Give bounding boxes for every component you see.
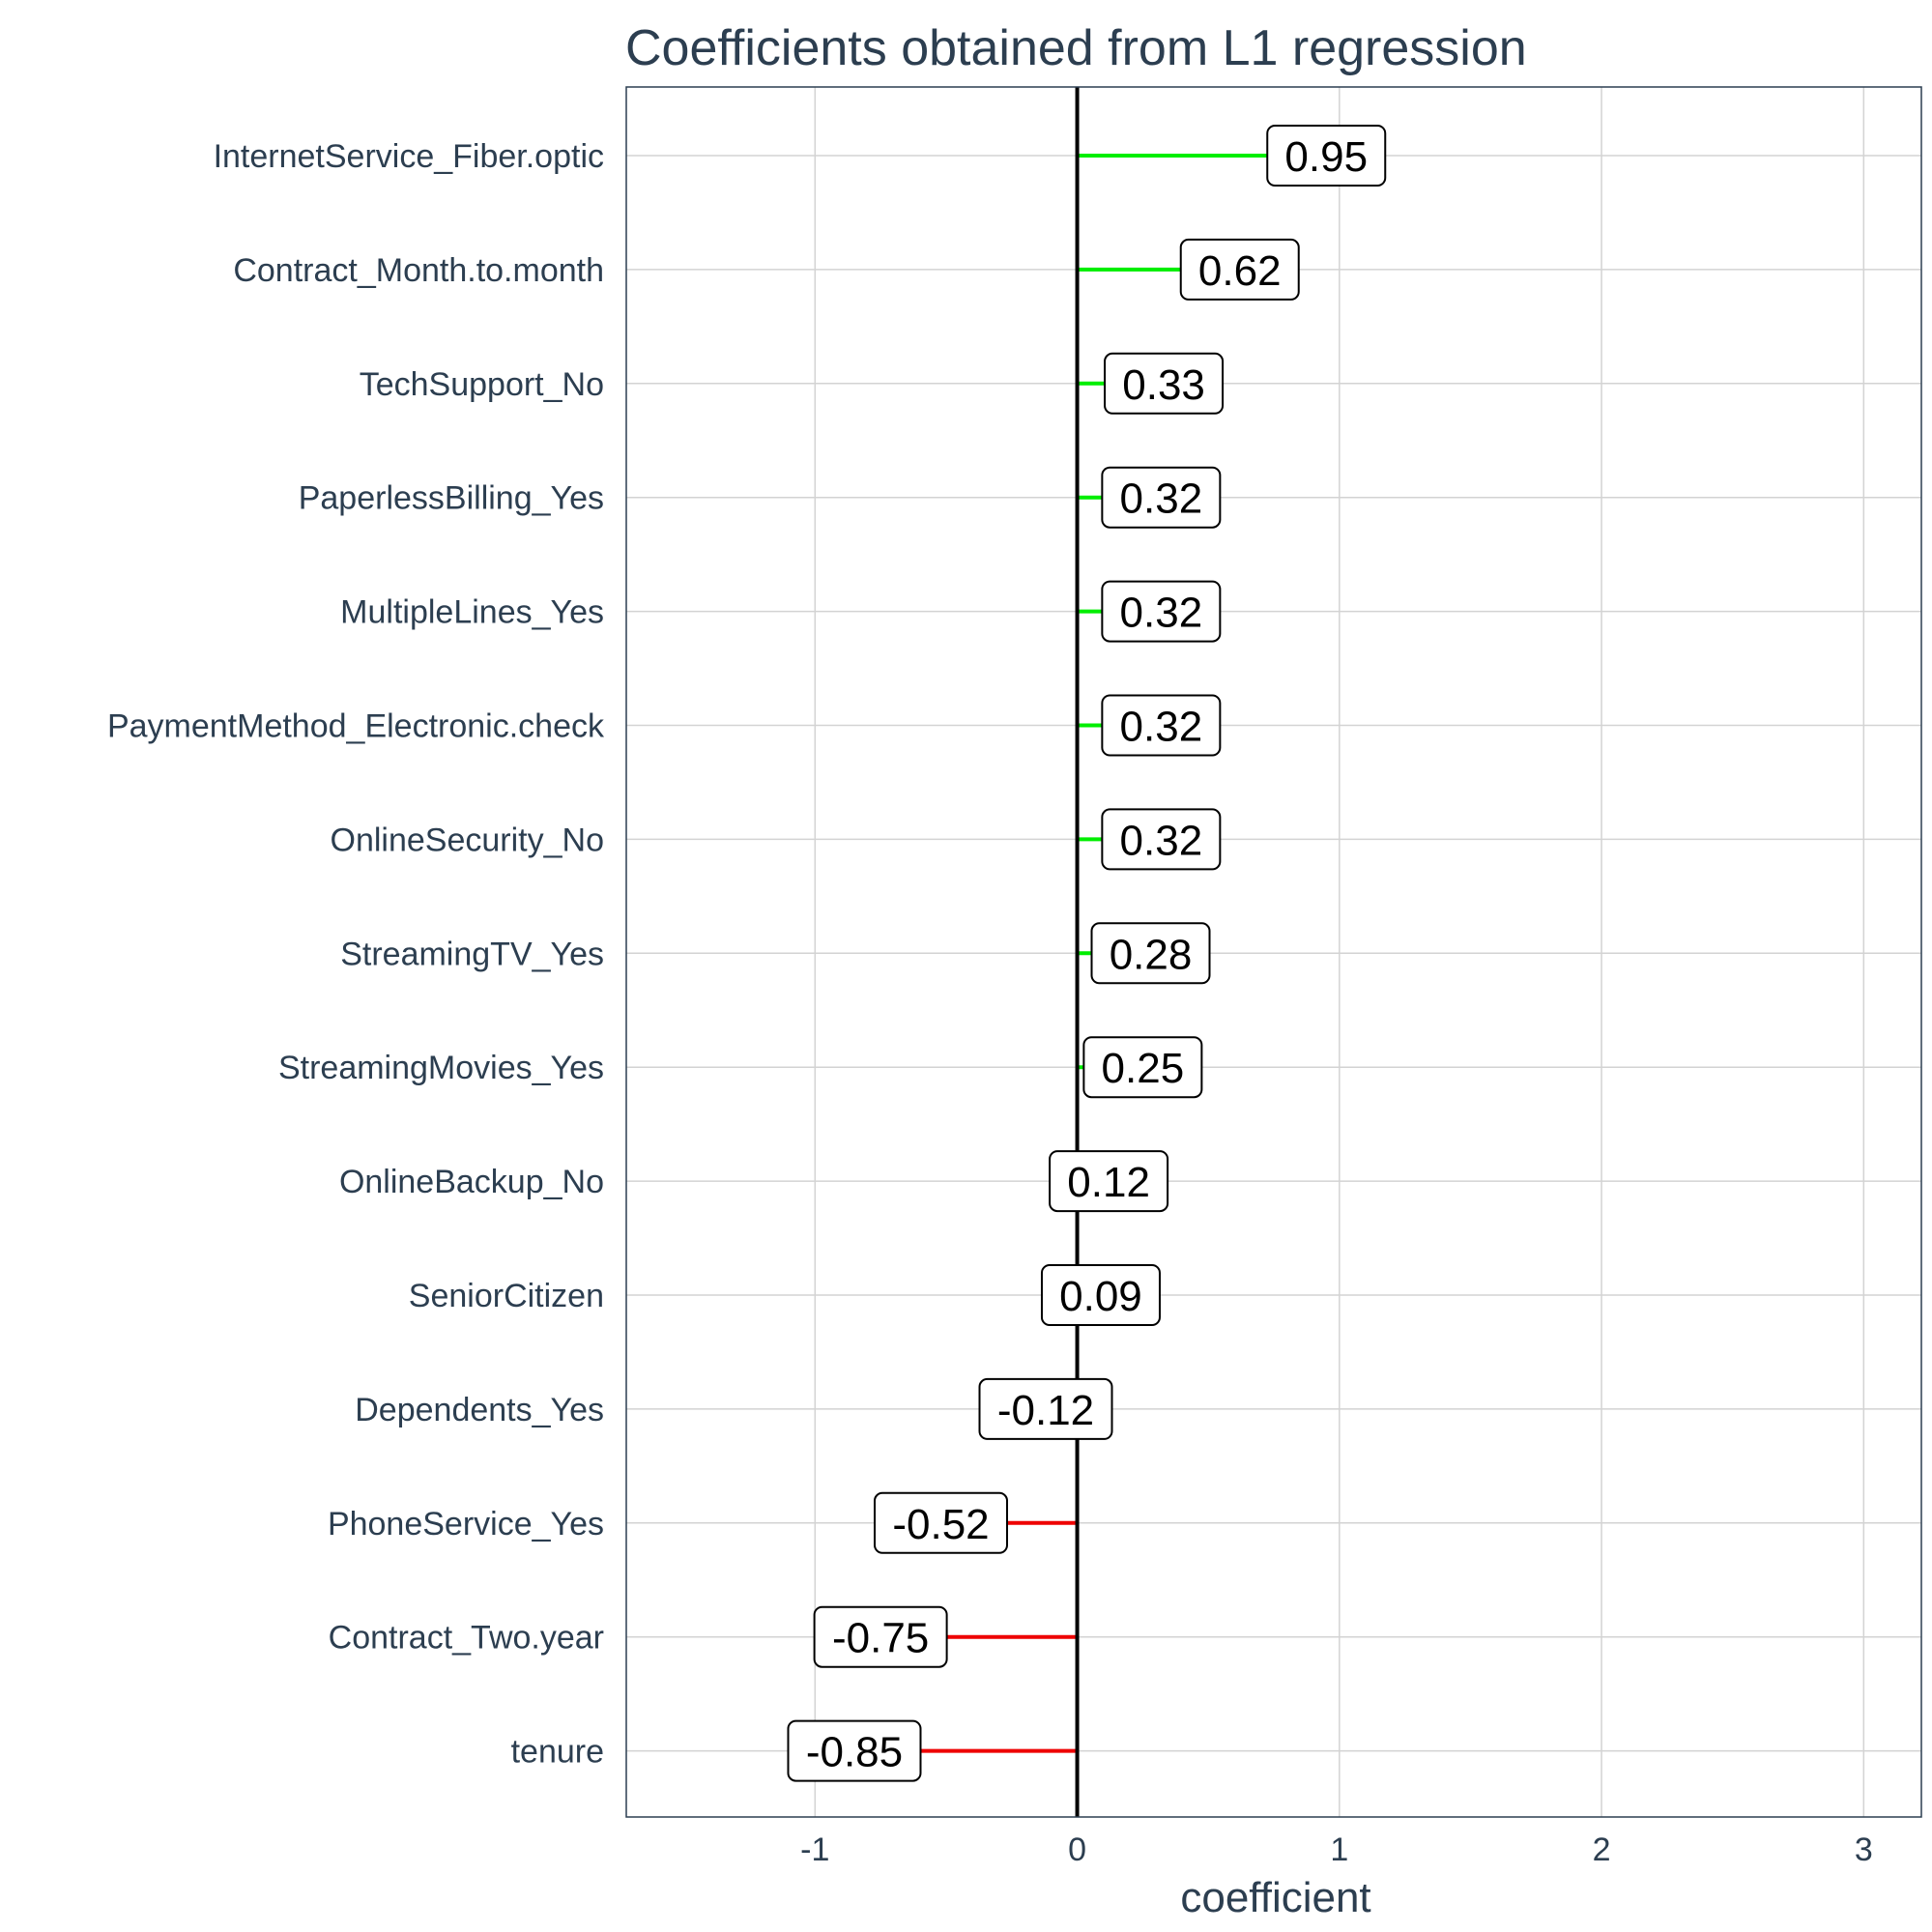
value-label-box bbox=[1101, 466, 1222, 529]
value-label-box bbox=[874, 1491, 1009, 1554]
chart-title: Coefficients obtained from L1 regression bbox=[625, 20, 1527, 76]
y-axis-label: TechSupport_No bbox=[360, 366, 604, 403]
y-axis-label: StreamingTV_Yes bbox=[340, 936, 604, 972]
value-label-text: -0.85 bbox=[806, 1729, 903, 1776]
y-axis-label: PhoneService_Yes bbox=[328, 1506, 604, 1543]
y-axis-label: PaymentMethod_Electronic.check bbox=[107, 708, 605, 745]
x-axis-ticks: -1 0 1 2 3 bbox=[800, 1831, 1873, 1868]
value-label-text: 0.12 bbox=[1067, 1159, 1150, 1206]
value-label: 0.62 bbox=[1179, 238, 1300, 301]
value-label: 0.32 bbox=[1101, 694, 1222, 757]
x-tick-label: -1 bbox=[800, 1831, 829, 1868]
value-label-box bbox=[1266, 125, 1387, 187]
value-label-box bbox=[1040, 1264, 1161, 1326]
value-label-box bbox=[1101, 808, 1222, 871]
y-axis-labels: InternetService_Fiber.optic Contract_Mont… bbox=[107, 138, 605, 1771]
value-label-text: 0.09 bbox=[1059, 1273, 1142, 1320]
grid-lines bbox=[626, 87, 1921, 1817]
x-tick-label: 2 bbox=[1593, 1831, 1611, 1868]
value-label-text: 0.33 bbox=[1122, 361, 1205, 409]
value-label-box bbox=[1082, 1036, 1203, 1099]
value-label-text: 0.32 bbox=[1120, 704, 1203, 751]
value-label-box bbox=[1179, 238, 1300, 301]
value-label: 0.32 bbox=[1101, 466, 1222, 529]
value-label-text: 0.32 bbox=[1120, 817, 1203, 864]
x-axis-title: coefficient bbox=[1180, 1874, 1370, 1921]
y-axis-label: OnlineSecurity_No bbox=[331, 822, 604, 858]
value-label-text: 0.28 bbox=[1110, 931, 1193, 978]
value-label-box bbox=[978, 1377, 1113, 1440]
x-tick-label: 0 bbox=[1068, 1831, 1086, 1868]
value-label: 0.28 bbox=[1090, 922, 1211, 985]
y-axis-label: Dependents_Yes bbox=[355, 1392, 604, 1428]
value-label: 0.12 bbox=[1049, 1150, 1169, 1213]
value-label-box bbox=[1090, 922, 1211, 985]
value-label: 0.32 bbox=[1101, 808, 1222, 871]
value-label-text: -0.12 bbox=[997, 1387, 1094, 1434]
value-labels: 0.95 0.62 0.33 0.32 0.32 0.32 0.32 0.28 0.25 0.12… bbox=[787, 125, 1387, 1782]
y-axis-label: InternetService_Fiber.optic bbox=[214, 138, 604, 175]
y-axis-label: Contract_Two.year bbox=[329, 1620, 604, 1657]
plot-frame bbox=[625, 86, 1922, 1818]
value-label-text: 0.62 bbox=[1198, 247, 1282, 295]
value-label: 0.95 bbox=[1266, 125, 1387, 187]
y-axis-label: SeniorCitizen bbox=[409, 1278, 604, 1314]
x-tick-label: 1 bbox=[1330, 1831, 1348, 1868]
value-label-text: -0.75 bbox=[832, 1615, 929, 1662]
y-axis-label: StreamingMovies_Yes bbox=[278, 1050, 604, 1086]
value-label-text: 0.32 bbox=[1120, 590, 1203, 637]
value-label: -0.75 bbox=[813, 1605, 948, 1668]
value-label-box bbox=[787, 1719, 922, 1782]
y-axis-label: MultipleLines_Yes bbox=[340, 594, 604, 631]
value-label: 0.32 bbox=[1101, 580, 1222, 643]
y-axis-label: Contract_Month.to.month bbox=[233, 252, 604, 289]
value-label-box bbox=[1049, 1150, 1169, 1213]
value-label-text: 0.95 bbox=[1284, 133, 1368, 181]
value-label: -0.85 bbox=[787, 1719, 922, 1782]
value-label-text: -0.52 bbox=[892, 1501, 989, 1548]
value-label-box bbox=[813, 1605, 948, 1668]
x-tick-label: 3 bbox=[1855, 1831, 1873, 1868]
value-label-box bbox=[1101, 694, 1222, 757]
value-label-text: 0.25 bbox=[1102, 1045, 1185, 1092]
value-label: -0.12 bbox=[978, 1377, 1113, 1440]
value-label: 0.33 bbox=[1104, 352, 1225, 415]
value-label-box bbox=[1101, 580, 1222, 643]
value-label-box bbox=[1104, 352, 1225, 415]
value-label: 0.09 bbox=[1040, 1264, 1161, 1326]
value-label: 0.25 bbox=[1082, 1036, 1203, 1099]
y-axis-label: OnlineBackup_No bbox=[339, 1164, 604, 1200]
y-axis-label: tenure bbox=[511, 1734, 604, 1771]
value-label: -0.52 bbox=[874, 1491, 1009, 1554]
y-axis-label: PaperlessBilling_Yes bbox=[299, 480, 604, 517]
value-label-text: 0.32 bbox=[1120, 476, 1203, 523]
